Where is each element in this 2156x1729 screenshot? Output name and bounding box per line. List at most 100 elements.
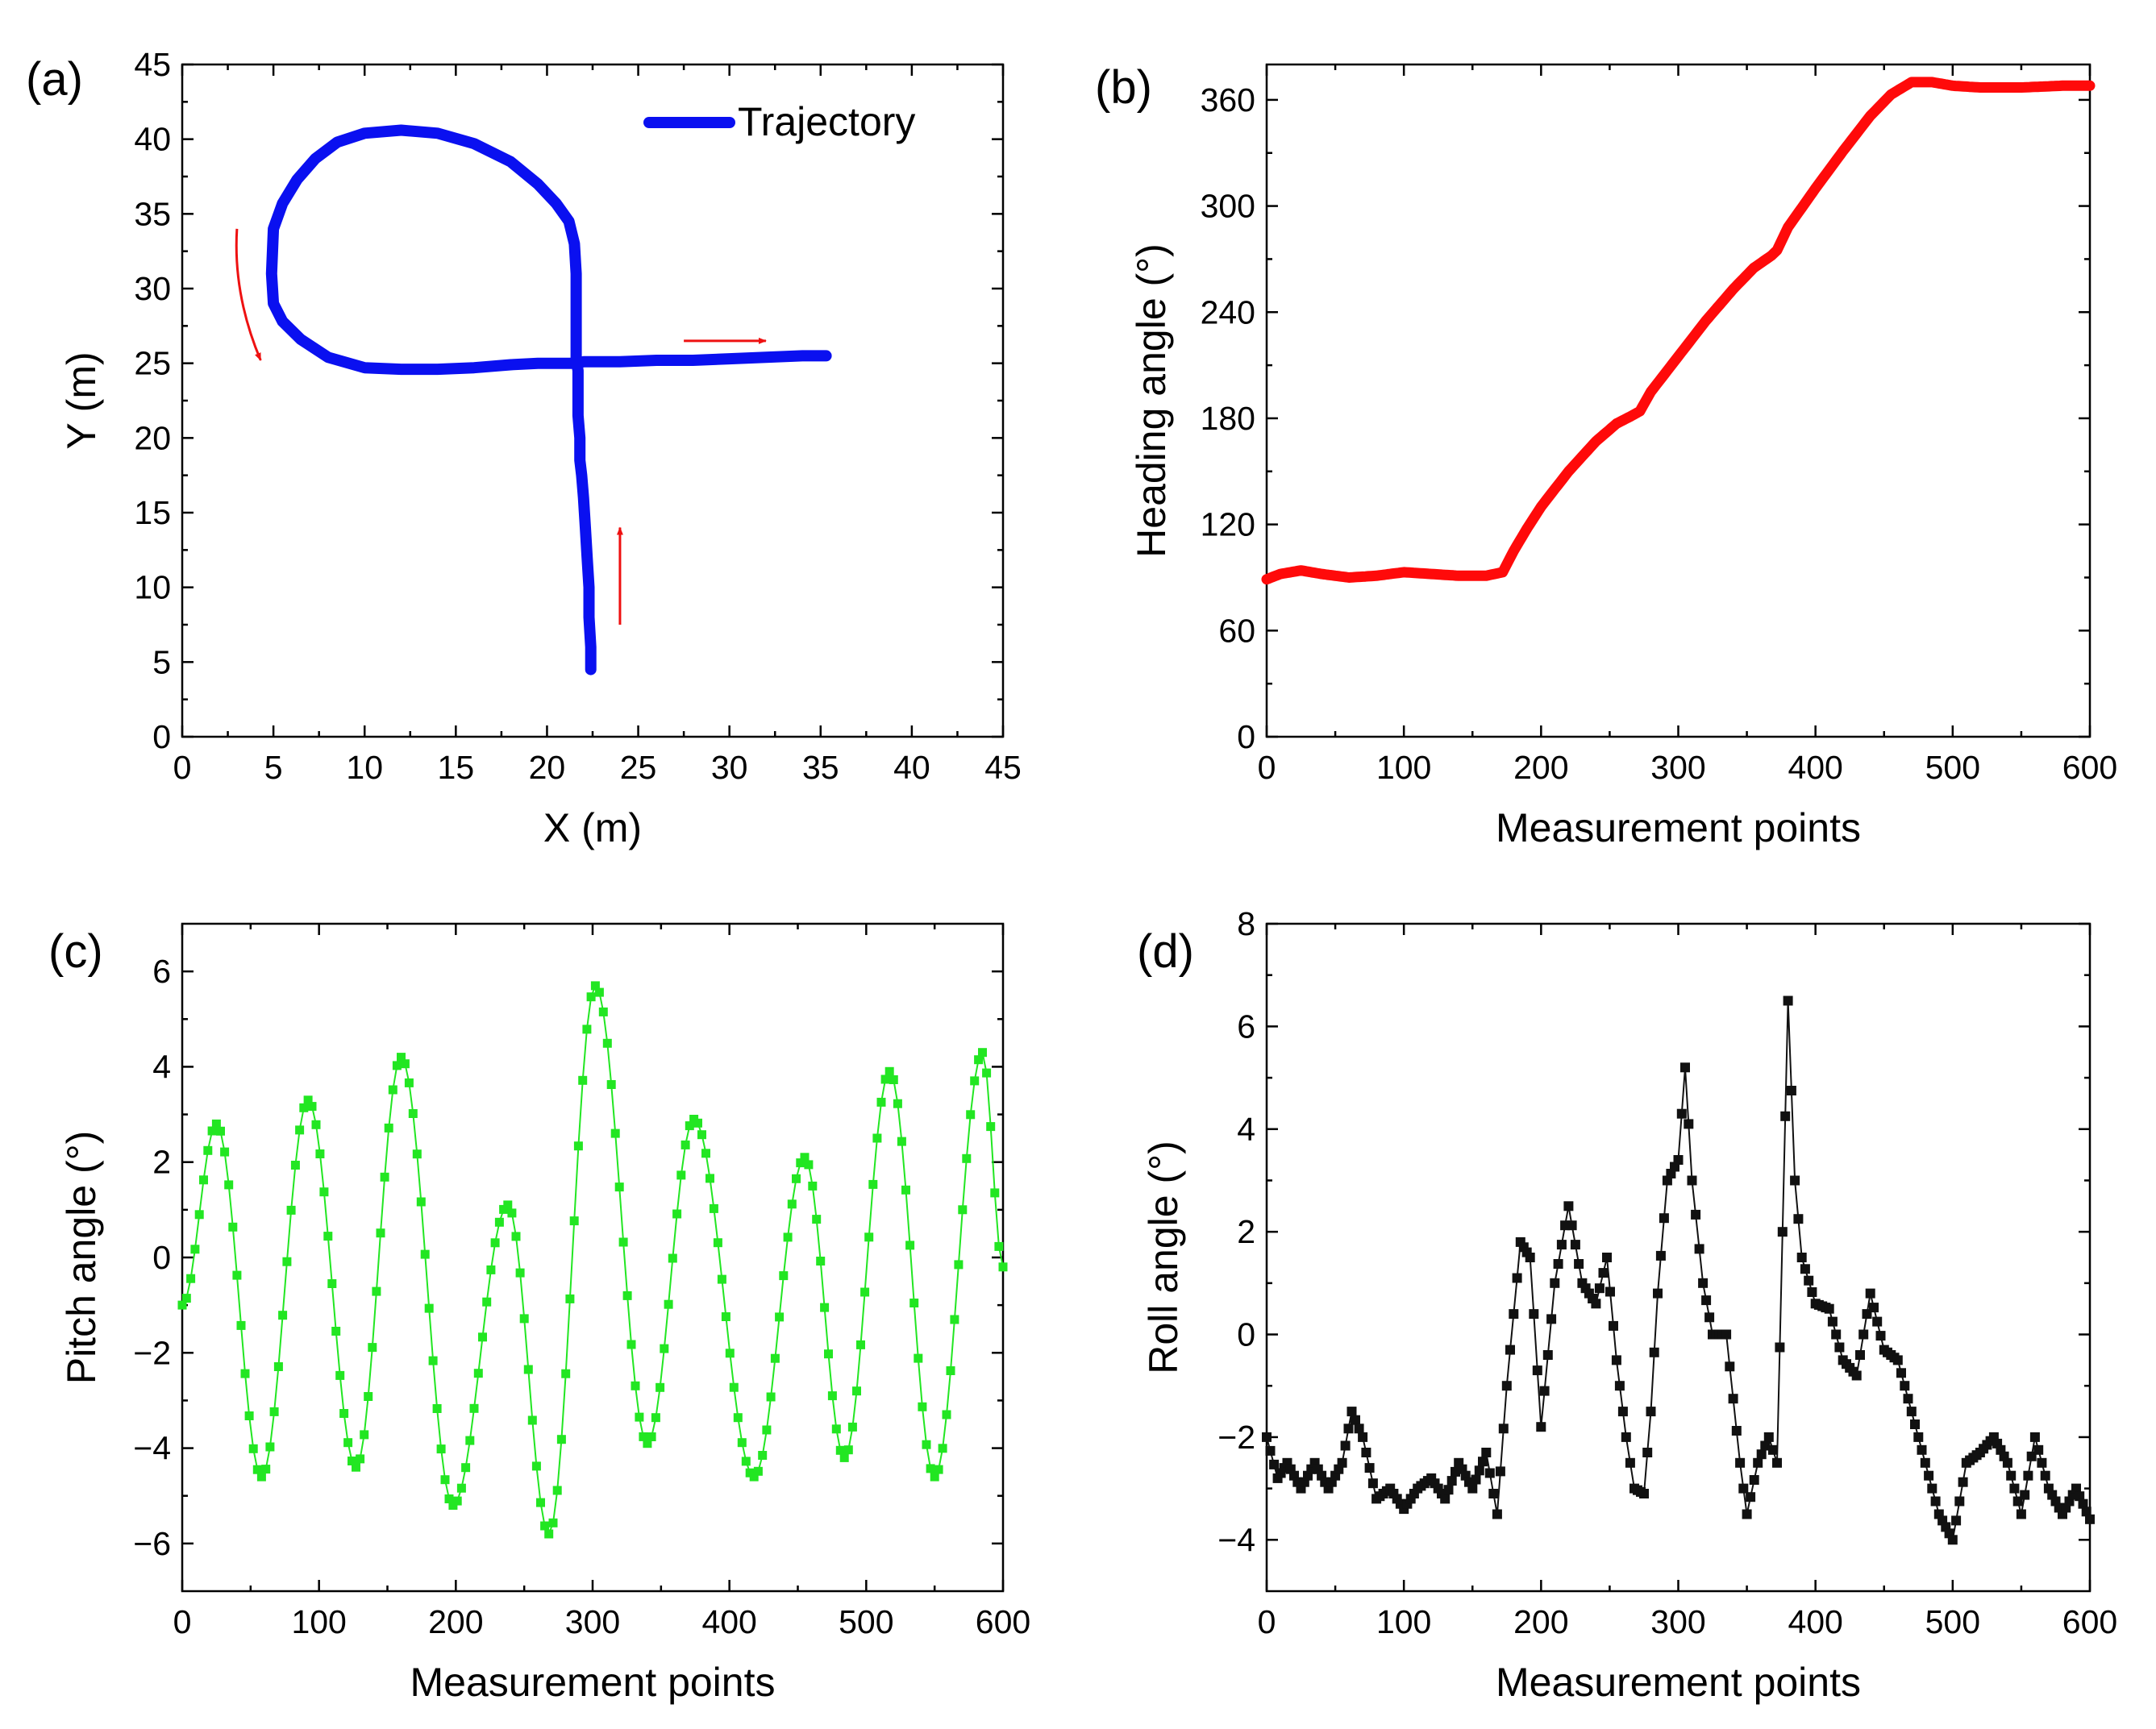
data-point-marker [1574, 1259, 1584, 1269]
data-point-marker [820, 1303, 830, 1312]
data-point-marker [578, 1075, 588, 1085]
data-point-marker [749, 1472, 759, 1482]
data-point-marker [536, 1498, 545, 1507]
data-point-marker [901, 1185, 910, 1195]
legend-label: Trajectory [738, 99, 915, 144]
data-point-marker [1525, 1253, 1535, 1262]
data-point-marker [203, 1145, 213, 1155]
data-point-marker [1738, 1483, 1749, 1494]
data-point-marker [307, 1102, 317, 1112]
data-point-marker [1910, 1419, 1920, 1429]
data-point-marker [2075, 1491, 2085, 1502]
data-point-marker [889, 1075, 898, 1084]
data-point-marker [561, 1369, 571, 1378]
data-point-marker [643, 1439, 652, 1448]
x-tick-label: 200 [1513, 1603, 1568, 1640]
data-point-marker [1746, 1492, 1756, 1502]
data-point-marker [511, 1232, 521, 1241]
data-point-marker [252, 1465, 262, 1474]
data-point-marker [392, 1061, 402, 1070]
data-point-marker [1617, 1407, 1628, 1417]
data-point-marker [2029, 1432, 2040, 1442]
data-point-marker [1602, 1253, 1612, 1262]
data-point-marker [269, 1407, 279, 1416]
data-point-marker [2023, 1470, 2033, 1481]
data-point-marker [1742, 1509, 1752, 1519]
data-point-marker [548, 1518, 558, 1527]
data-point-marker [211, 1119, 221, 1128]
data-point-marker [1924, 1470, 1934, 1481]
series-line [181, 983, 1004, 1536]
y-tick-label: 0 [152, 718, 171, 755]
x-tick-label: 0 [173, 749, 192, 786]
data-point-marker [1262, 1432, 1272, 1442]
x-tick-label: 300 [1650, 1603, 1705, 1640]
data-point-marker [1625, 1457, 1635, 1468]
data-point-marker [507, 1208, 517, 1218]
data-point-marker [1827, 1316, 1838, 1327]
data-point-marker [573, 1141, 583, 1151]
data-point-marker [697, 1130, 706, 1140]
data-point-marker [639, 1432, 648, 1441]
y-tick-label: 180 [1201, 400, 1255, 437]
data-point-marker [1481, 1448, 1492, 1457]
data-point-marker [1875, 1331, 1886, 1341]
data-point-marker [737, 1438, 747, 1448]
data-point-marker [552, 1486, 562, 1495]
x-axis-label: Measurement points [410, 1660, 775, 1705]
data-point-marker [1655, 1250, 1666, 1261]
data-point-marker [893, 1099, 902, 1108]
x-tick-label: 15 [438, 749, 475, 786]
data-point-marker [758, 1451, 768, 1460]
data-point-marker [565, 1294, 575, 1303]
y-tick-label: 4 [1237, 1111, 1255, 1148]
plot-frame [181, 922, 1005, 1593]
data-point-marker [1351, 1415, 1360, 1425]
data-point-marker [1927, 1483, 1937, 1494]
heading-series-line [1261, 77, 2096, 585]
data-point-marker [1509, 1309, 1519, 1320]
trajectory-line [265, 124, 832, 675]
x-axis-label: X (m) [543, 805, 642, 850]
data-point-marker [556, 1435, 566, 1444]
data-point-marker [954, 1260, 964, 1270]
data-point-marker [1614, 1381, 1625, 1391]
data-point-marker [1701, 1295, 1712, 1306]
data-point-marker [352, 1462, 360, 1472]
data-point-marker [602, 1038, 612, 1048]
y-tick-label: 0 [152, 1239, 171, 1276]
y-tick-label: −2 [1217, 1419, 1255, 1456]
data-point-marker [1498, 1424, 1509, 1434]
y-tick-label: 8 [1237, 905, 1255, 942]
data-point-marker [388, 1085, 397, 1095]
data-point-marker [1704, 1312, 1715, 1323]
data-point-marker [244, 1411, 254, 1420]
data-point-marker [1786, 1086, 1796, 1095]
data-point-marker [800, 1153, 810, 1162]
data-point-marker [835, 1445, 845, 1455]
x-tick-label: 25 [620, 749, 657, 786]
y-tick-label: 40 [134, 121, 171, 158]
data-point-marker [428, 1356, 438, 1365]
data-point-marker [2040, 1470, 2050, 1481]
data-point-marker [2071, 1483, 2081, 1494]
data-point-marker [1917, 1444, 1927, 1455]
data-point-marker [705, 1174, 714, 1183]
data-point-marker [1800, 1264, 1810, 1274]
data-point-marker [319, 1187, 329, 1197]
data-point-marker [647, 1432, 656, 1441]
data-point-marker [974, 1055, 984, 1065]
data-point-marker [248, 1444, 258, 1453]
data-point-marker [490, 1238, 500, 1248]
data-point-marker [950, 1315, 959, 1324]
data-point-marker [1621, 1432, 1631, 1442]
x-tick-label: 45 [984, 749, 1022, 786]
data-point-marker [482, 1297, 492, 1307]
data-point-marker [2006, 1470, 2017, 1481]
data-point-marker [372, 1286, 381, 1296]
data-point-marker [2085, 1514, 2095, 1524]
data-point-marker [1443, 1485, 1454, 1495]
data-point-marker [1361, 1448, 1371, 1457]
data-point-marker [672, 1209, 682, 1219]
